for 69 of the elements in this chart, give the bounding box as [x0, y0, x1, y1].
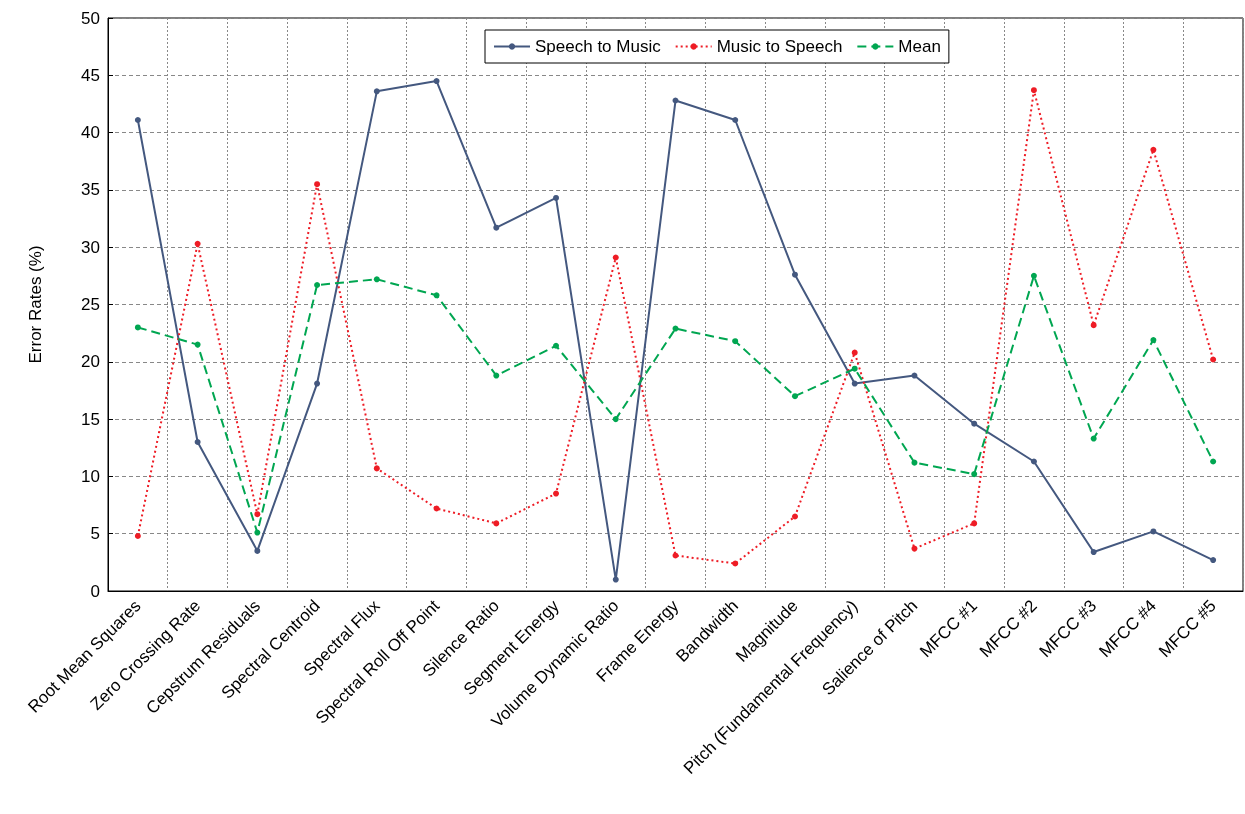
y-tick-label: 40: [81, 123, 100, 143]
legend-label: Speech to Music: [535, 37, 662, 56]
point: [493, 520, 500, 527]
point: [134, 117, 141, 123]
point: [373, 88, 380, 95]
point: [553, 490, 560, 497]
point: [791, 271, 798, 278]
y-tick-label: 15: [81, 409, 100, 429]
y-tick-label: 20: [81, 352, 100, 372]
point: [971, 520, 978, 527]
y-tick-label: 45: [81, 65, 100, 85]
point: [851, 365, 858, 372]
point: [971, 420, 978, 427]
point: [194, 240, 201, 247]
point: [1030, 87, 1037, 94]
point: [134, 324, 141, 331]
point: [732, 117, 739, 123]
point: [612, 576, 619, 583]
point: [911, 459, 918, 466]
point: [612, 254, 619, 261]
point: [314, 181, 321, 188]
point: [254, 547, 261, 554]
point: [433, 78, 440, 85]
point: [373, 465, 380, 472]
point: [1030, 272, 1037, 279]
point: [1090, 549, 1097, 556]
point: [194, 341, 201, 348]
point: [791, 513, 798, 520]
point: [851, 349, 858, 356]
y-tick-label: 35: [81, 180, 100, 200]
point: [314, 282, 321, 289]
point: [672, 325, 679, 332]
point: [732, 338, 739, 345]
point: [373, 276, 380, 283]
point: [911, 545, 918, 552]
point: [1210, 458, 1217, 465]
y-tick-label: 50: [81, 8, 100, 28]
point: [1150, 146, 1157, 153]
y-tick-label: 0: [90, 581, 100, 601]
point: [493, 224, 500, 231]
point: [1210, 356, 1217, 363]
point: [1030, 458, 1037, 465]
point: [612, 416, 619, 423]
y-tick-label: 30: [81, 237, 100, 257]
point: [553, 342, 560, 349]
point: [1090, 322, 1097, 329]
point: [1090, 435, 1097, 442]
point: [1210, 557, 1217, 564]
point: [433, 292, 440, 299]
point: [254, 511, 261, 518]
y-tick-label: 10: [81, 466, 100, 486]
point: [791, 393, 798, 400]
point: [672, 97, 679, 104]
point: [971, 471, 978, 478]
point: [553, 194, 560, 201]
point: [911, 372, 918, 379]
point: [672, 552, 679, 559]
point: [1150, 528, 1157, 535]
y-tick-label: 25: [81, 295, 100, 314]
y-axis-title: Error Rates (%): [26, 245, 45, 364]
point: [194, 439, 201, 446]
point: [134, 532, 141, 539]
y-tick-label: 5: [90, 524, 100, 544]
point: [314, 380, 321, 387]
point: [1150, 337, 1157, 344]
legend-label: Mean: [898, 37, 941, 56]
point: [433, 505, 440, 512]
point: [732, 560, 739, 567]
legend-label: Music to Speech: [716, 37, 843, 56]
